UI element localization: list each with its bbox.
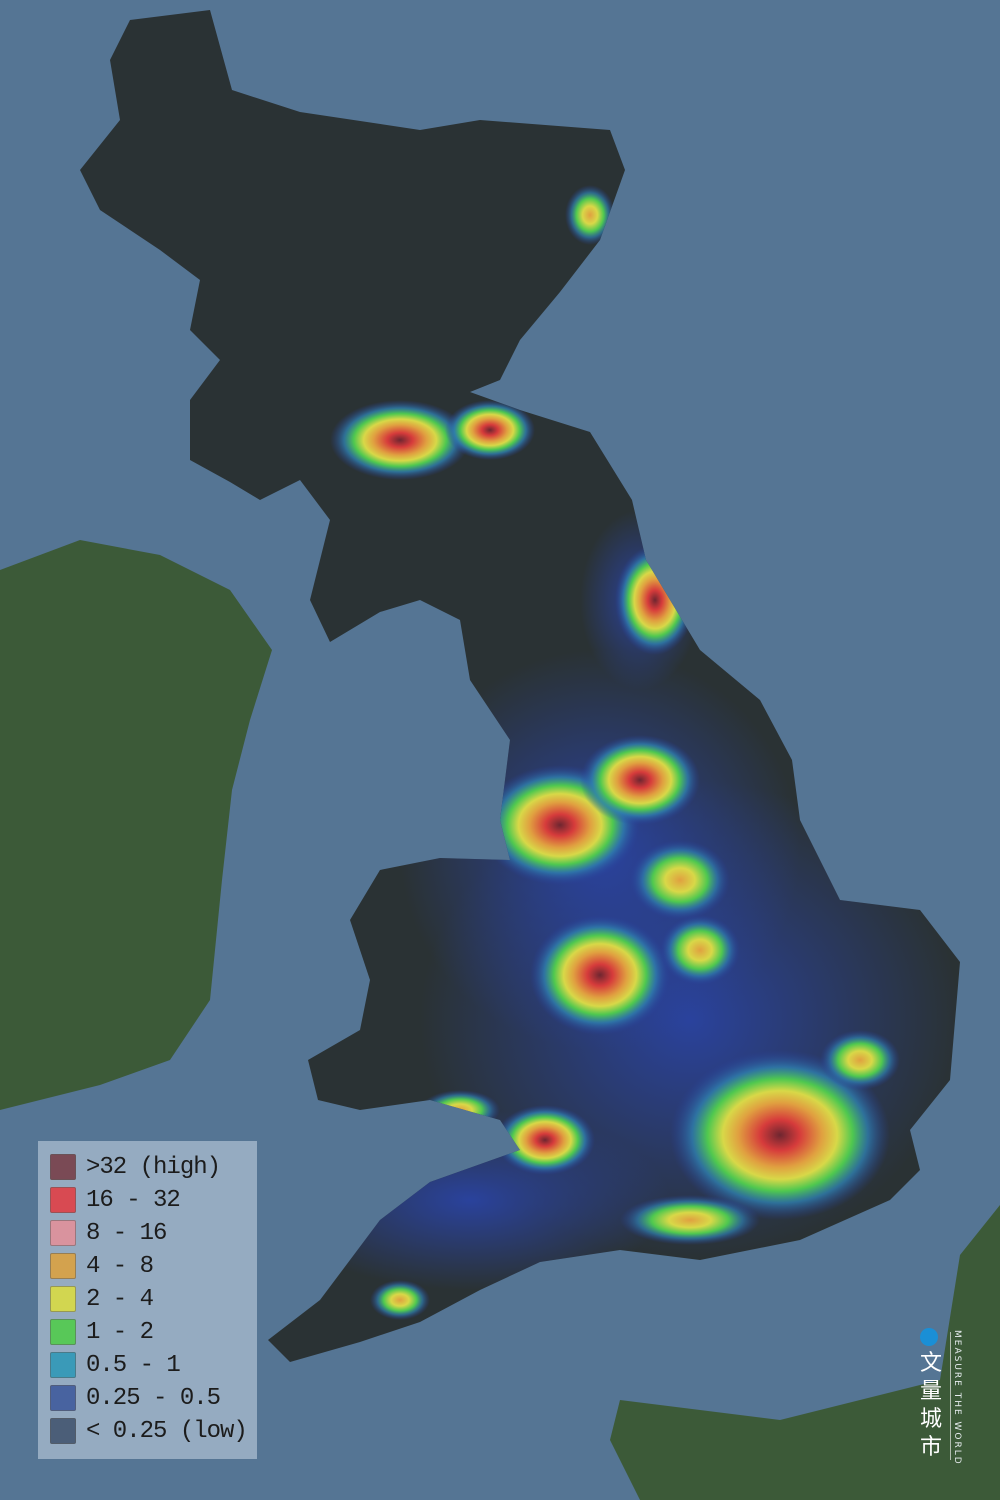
legend-label: 2 - 4 [86,1285,154,1313]
logo-english-text: MEASURE THE WORLD [952,1330,962,1466]
legend-swatch [50,1187,76,1213]
logo-divider [950,1332,951,1460]
legend-label: 1 - 2 [86,1318,154,1346]
watermark-logo: 文量城市 MEASURE THE WORLD [918,1326,968,1466]
legend-item: 0.25 - 0.5 [50,1384,221,1412]
logo-chinese-text: 文量城市 [920,1351,943,1460]
hotspot-glasgow [330,400,470,480]
legend-item: 16 - 32 [50,1186,181,1214]
legend-swatch [50,1154,76,1180]
legend-label: >32 (high) [86,1153,221,1181]
ireland-landmass [0,540,272,1110]
france-landmass [610,1205,1000,1500]
legend-label: 0.25 - 0.5 [86,1384,221,1412]
legend-label: 8 - 16 [86,1219,167,1247]
hotspot-birmingham [530,915,670,1035]
legend-swatch [50,1385,76,1411]
legend-swatch [50,1319,76,1345]
legend-item: 4 - 8 [50,1252,154,1280]
legend-item: >32 (high) [50,1153,221,1181]
legend-swatch [50,1286,76,1312]
legend-swatch [50,1352,76,1378]
map-legend: >32 (high) 16 - 32 8 - 16 4 - 8 2 - 4 1 … [38,1141,257,1459]
logo-circle-icon [920,1328,938,1346]
legend-label: 4 - 8 [86,1252,154,1280]
legend-item: 0.5 - 1 [50,1351,181,1379]
hotspot-edinburgh [445,400,535,460]
legend-item: < 0.25 (low) [50,1417,248,1445]
hotspot-london [670,1050,890,1220]
legend-item: 8 - 16 [50,1219,167,1247]
legend-swatch [50,1418,76,1444]
legend-label: < 0.25 (low) [86,1417,248,1445]
hotspot-leeds [580,735,700,825]
legend-item: 1 - 2 [50,1318,154,1346]
legend-label: 16 - 32 [86,1186,181,1214]
hotspot-bristol-cardiff [495,1105,595,1175]
legend-swatch [50,1220,76,1246]
legend-label: 0.5 - 1 [86,1351,181,1379]
legend-item: 2 - 4 [50,1285,154,1313]
legend-swatch [50,1253,76,1279]
